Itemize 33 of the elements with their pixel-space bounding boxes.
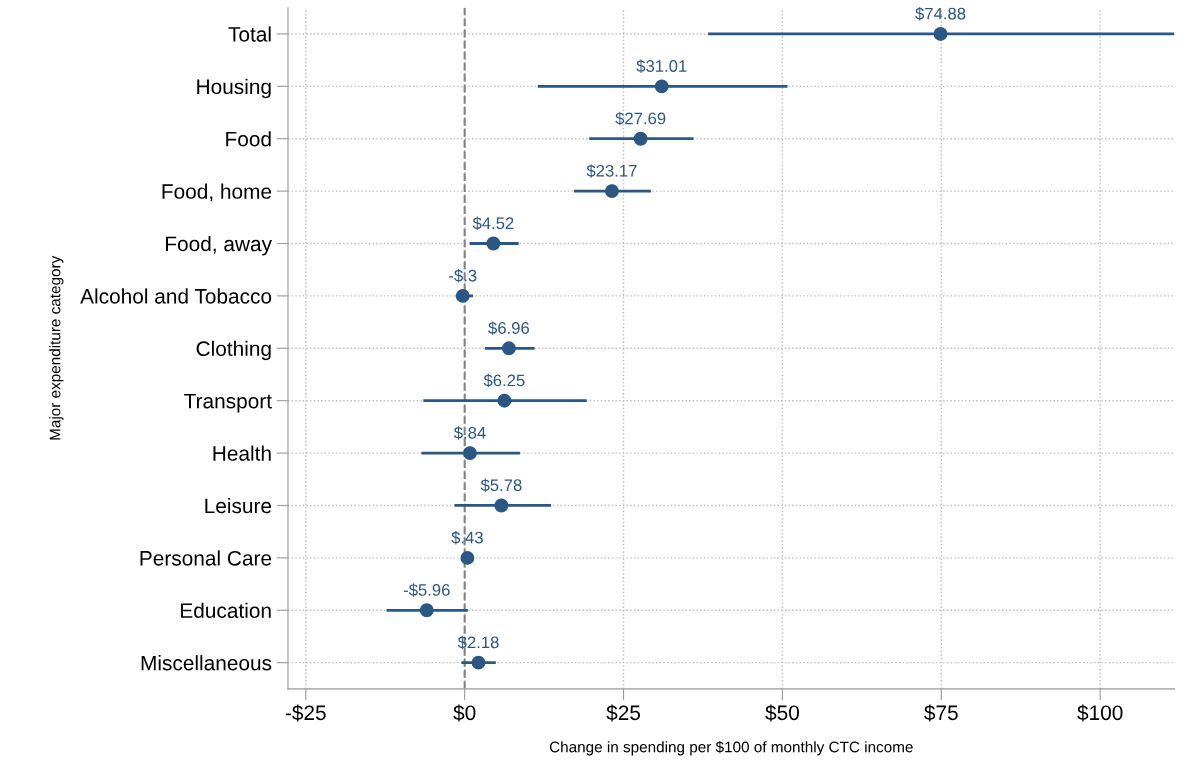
data-label: -$5.96 [403,583,450,597]
y-tick-label: Housing [197,78,271,99]
y-tick-label: Clothing [196,340,271,361]
data-label: $31.01 [636,59,687,73]
y-tick-label: Transport [184,393,272,413]
y-tick-label: Personal Care [140,550,272,566]
data-label: $6.96 [488,321,530,335]
y-tick-label: Health [213,445,271,461]
data-label: $.84 [453,426,486,440]
y-tick-label: Food, away [166,235,272,256]
y-tick-label: Leisure [205,497,272,514]
data-label: $6.25 [483,373,525,388]
x-tick-label: $0 [453,704,476,722]
x-axis-title: Change in spending per $100 of monthly CTC income [549,740,913,756]
y-tick-label: Total [228,26,271,42]
y-tick-label: Alcohol and Tobacco [80,288,272,304]
data-label: $5.78 [480,478,522,493]
y-tick-label: Education [181,602,271,619]
data-label: $4.52 [472,216,514,231]
y-tick-label: Miscellaneous [141,655,272,671]
x-tick-label: $100 [1077,704,1123,722]
y-tick-label: Food [226,131,271,147]
y-tick-label: Food, home [162,183,272,202]
x-tick-label: $75 [924,704,958,722]
data-label: $.43 [451,530,483,545]
data-label: $74.88 [915,7,966,21]
x-tick-label: $25 [606,704,641,722]
y-axis-title: Major expenditure category [49,255,64,440]
x-tick-label: -$25 [285,704,326,722]
x-tick-label: $50 [765,704,799,722]
data-label: $2.18 [457,635,499,650]
data-label: $23.17 [586,164,637,178]
data-label: $27.69 [615,111,666,126]
